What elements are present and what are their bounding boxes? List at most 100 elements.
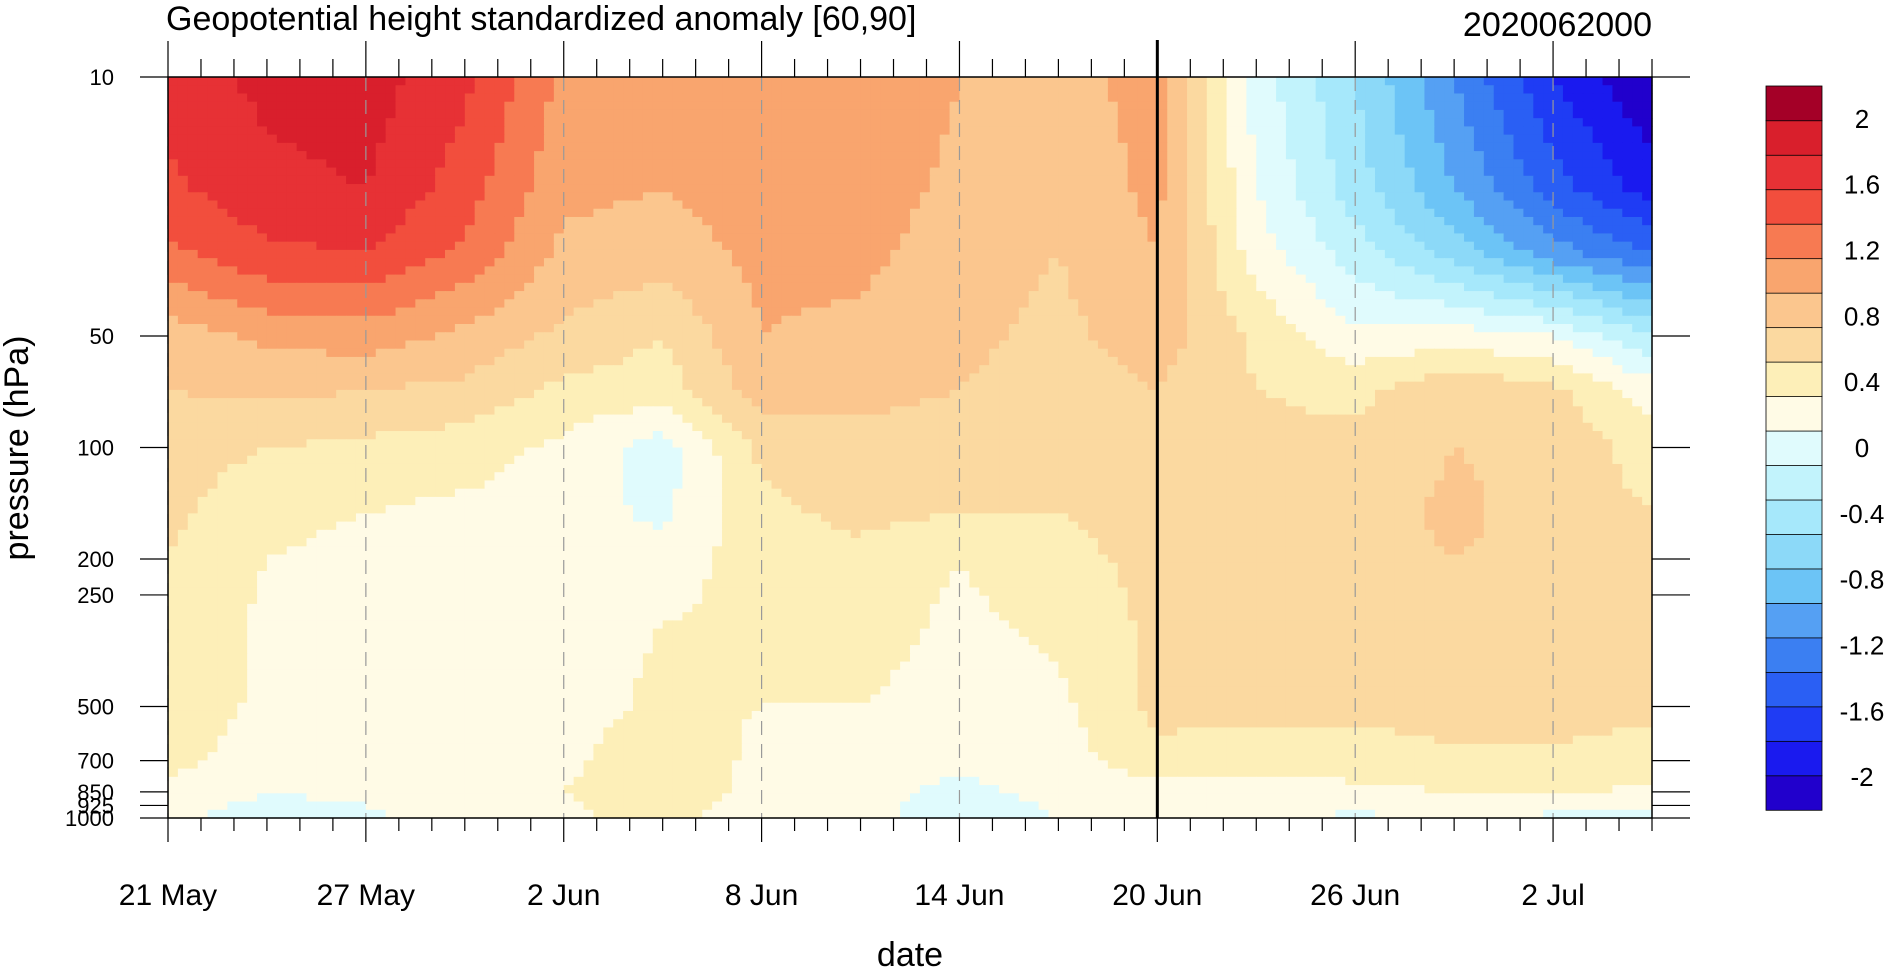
anomaly-cell bbox=[1147, 249, 1158, 259]
anomaly-cell bbox=[583, 249, 595, 259]
anomaly-cell bbox=[563, 142, 575, 152]
anomaly-cell bbox=[1276, 332, 1287, 342]
anomaly-cell bbox=[1285, 332, 1297, 342]
anomaly-cell bbox=[1374, 266, 1386, 276]
anomaly-cell bbox=[999, 299, 1010, 309]
anomaly-cell bbox=[1028, 291, 1040, 300]
anomaly-cell bbox=[247, 77, 258, 86]
anomaly-cell bbox=[1305, 167, 1317, 177]
anomaly-cell bbox=[237, 175, 248, 185]
anomaly-cell bbox=[1285, 101, 1297, 111]
anomaly-cell bbox=[1117, 126, 1129, 136]
anomaly-cell bbox=[632, 249, 644, 259]
anomaly-cell bbox=[919, 200, 931, 210]
anomaly-cell bbox=[573, 118, 585, 127]
anomaly-cell bbox=[266, 266, 278, 276]
anomaly-cell bbox=[781, 225, 792, 235]
anomaly-cell bbox=[811, 175, 822, 185]
anomaly-cell bbox=[1078, 151, 1089, 160]
anomaly-cell bbox=[385, 249, 397, 259]
anomaly-cell bbox=[187, 126, 199, 136]
anomaly-cell bbox=[642, 167, 654, 177]
anomaly-cell bbox=[1107, 266, 1119, 276]
anomaly-cell bbox=[395, 93, 407, 103]
anomaly-cell bbox=[1008, 134, 1020, 144]
anomaly-cell bbox=[1483, 192, 1495, 202]
anomaly-cell bbox=[722, 159, 733, 169]
anomaly-cell bbox=[375, 332, 387, 342]
anomaly-cell bbox=[583, 192, 595, 202]
anomaly-cell bbox=[1028, 175, 1040, 185]
anomaly-cell bbox=[563, 332, 575, 342]
anomaly-cell bbox=[890, 200, 901, 210]
anomaly-cell bbox=[613, 126, 624, 136]
anomaly-cell bbox=[454, 324, 466, 333]
anomaly-cell bbox=[177, 85, 189, 95]
anomaly-cell bbox=[1048, 241, 1059, 251]
anomaly-cell bbox=[840, 307, 852, 317]
anomaly-cell bbox=[583, 241, 595, 251]
anomaly-cell bbox=[712, 109, 723, 119]
anomaly-cell bbox=[801, 184, 812, 193]
anomaly-cell bbox=[1374, 77, 1386, 86]
anomaly-cell bbox=[959, 258, 970, 267]
anomaly-cell bbox=[385, 332, 397, 342]
anomaly-cell bbox=[623, 175, 634, 185]
anomaly-cell bbox=[1473, 324, 1485, 333]
anomaly-cell bbox=[672, 307, 684, 317]
anomaly-cell bbox=[1473, 307, 1485, 317]
anomaly-cell bbox=[1612, 109, 1623, 119]
anomaly-cell bbox=[514, 101, 525, 111]
anomaly-cell bbox=[623, 258, 634, 267]
anomaly-cell bbox=[326, 85, 337, 95]
anomaly-cell bbox=[1523, 118, 1534, 127]
anomaly-cell bbox=[989, 340, 1000, 350]
anomaly-cell bbox=[563, 175, 575, 185]
anomaly-cell bbox=[563, 249, 575, 259]
anomaly-cell bbox=[1117, 200, 1129, 210]
anomaly-cell bbox=[1543, 216, 1554, 226]
anomaly-cell bbox=[415, 85, 426, 95]
anomaly-cell bbox=[593, 167, 604, 177]
anomaly-cell bbox=[722, 175, 733, 185]
anomaly-cell bbox=[1177, 192, 1188, 202]
anomaly-cell bbox=[1394, 332, 1406, 342]
anomaly-cell bbox=[573, 324, 585, 333]
anomaly-cell bbox=[919, 258, 931, 267]
anomaly-cell bbox=[1058, 299, 1069, 309]
anomaly-cell bbox=[1206, 307, 1218, 317]
anomaly-cell bbox=[1285, 258, 1297, 267]
anomaly-cell bbox=[1503, 101, 1515, 111]
anomaly-cell bbox=[1137, 291, 1149, 300]
anomaly-cell bbox=[1533, 159, 1544, 169]
anomaly-cell bbox=[820, 109, 832, 119]
anomaly-cell bbox=[751, 266, 763, 276]
anomaly-cell bbox=[355, 77, 367, 86]
anomaly-cell bbox=[910, 85, 921, 95]
anomaly-cell bbox=[1424, 159, 1435, 169]
anomaly-cell bbox=[454, 258, 466, 267]
anomaly-cell bbox=[1562, 134, 1574, 144]
anomaly-cell bbox=[910, 93, 921, 103]
anomaly-cell bbox=[316, 274, 327, 284]
anomaly-cell bbox=[959, 101, 970, 111]
anomaly-cell bbox=[415, 299, 426, 309]
anomaly-cell bbox=[1117, 332, 1129, 342]
anomaly-cell bbox=[464, 315, 476, 325]
anomaly-cell bbox=[712, 324, 723, 333]
anomaly-cell bbox=[266, 225, 278, 235]
anomaly-cell bbox=[870, 184, 881, 193]
anomaly-cell bbox=[1602, 85, 1614, 95]
anomaly-cell bbox=[662, 266, 674, 276]
anomaly-cell bbox=[405, 200, 416, 210]
anomaly-cell bbox=[1167, 274, 1178, 284]
anomaly-cell bbox=[346, 85, 357, 95]
anomaly-cell bbox=[1503, 282, 1515, 292]
anomaly-cell bbox=[1533, 134, 1544, 144]
anomaly-cell bbox=[900, 175, 911, 185]
anomaly-cell bbox=[1008, 249, 1020, 259]
anomaly-cell bbox=[534, 200, 545, 210]
anomaly-cell bbox=[316, 77, 327, 86]
anomaly-cell bbox=[534, 233, 545, 243]
anomaly-cell bbox=[1008, 77, 1020, 86]
